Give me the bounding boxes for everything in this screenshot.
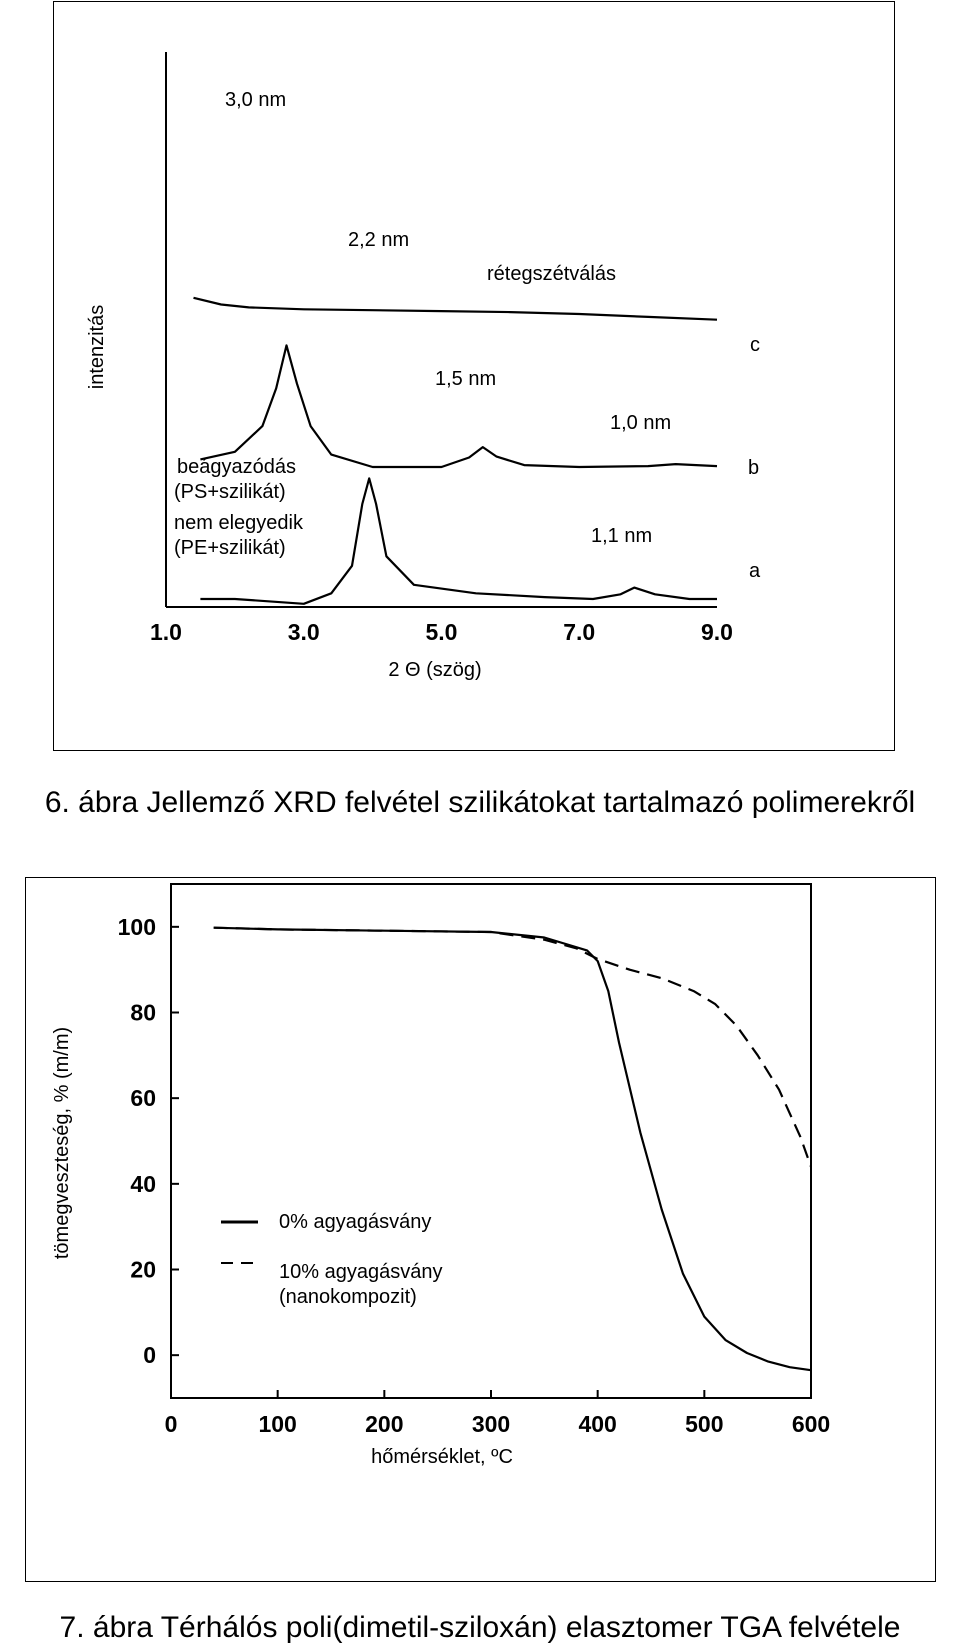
tga-curve-10pct (213, 926, 813, 1168)
annotation-1-0nm: 1,0 nm (610, 412, 671, 434)
annotation-1-5nm: 1,5 nm (435, 368, 496, 390)
xrd-x-label: 2 Θ (szög) (388, 659, 481, 681)
annotation-2-2nm: 2,2 nm (348, 229, 409, 251)
tga-x-tick-label: 200 (365, 1411, 403, 1437)
tga-curve-0pct (213, 926, 812, 1372)
annotation-1-1nm: 1,1 nm (591, 525, 652, 547)
tga-x-ticks: 0 100 200 300 400 500 600 (165, 1390, 830, 1437)
tga-y-label: tömegveszteség, % (m/m) (51, 1027, 73, 1259)
xrd-x-tick-label: 3.0 (288, 619, 320, 645)
tga-y-ticks: 0 20 40 60 80 100 (118, 914, 179, 1368)
tga-y-tick-label: 20 (130, 1257, 156, 1283)
tga-curves (213, 926, 813, 1372)
tga-x-tick-label: 300 (472, 1411, 510, 1437)
legend-label-0pct: 0% agyagásvány (279, 1211, 431, 1233)
xrd-curves (193, 296, 718, 605)
tga-x-tick-label: 100 (258, 1411, 296, 1437)
annotation-immiscible: nem elegyedik (174, 512, 304, 534)
tga-y-tick-label: 0 (143, 1342, 156, 1368)
annotation-delamination: rétegszétválás (487, 263, 616, 285)
tga-x-tick-label: 600 (792, 1411, 830, 1437)
curve-label-b: b (748, 457, 759, 479)
tga-caption: 7. ábra Térhálós poli(dimetil-sziloxán) … (59, 1611, 901, 1644)
tga-x-tick-label: 0 (165, 1411, 178, 1437)
xrd-x-tick-label: 9.0 (701, 619, 733, 645)
tga-y-tick-label: 60 (130, 1085, 156, 1111)
xrd-x-tick-label: 5.0 (426, 619, 458, 645)
xrd-caption: 6. ábra Jellemző XRD felvétel szilikátok… (44, 786, 916, 819)
tga-x-tick-label: 500 (685, 1411, 723, 1437)
tga-chart: 0 20 40 60 80 100 0 100 200 300 400 500 600 tömegve… (51, 883, 830, 1468)
xrd-x-tick-label: 1.0 (150, 619, 182, 645)
xrd-x-ticks: 1.0 3.0 5.0 7.0 9.0 (150, 619, 733, 645)
tga-plot-frame (170, 883, 812, 1399)
xrd-curve-b (200, 344, 718, 469)
tga-y-tick-label: 40 (130, 1171, 156, 1197)
curve-label-c: c (750, 334, 760, 356)
annotation-pe-silicate: (PE+szilikát) (174, 537, 286, 559)
xrd-curve-c (193, 296, 718, 321)
xrd-chart: 1.0 3.0 5.0 7.0 9.0 intenzitás 2 Θ (szög) 3,… (86, 52, 761, 681)
tga-y-tick-label: 80 (130, 1000, 156, 1026)
xrd-figure-panel: 1.0 3.0 5.0 7.0 9.0 intenzitás 2 Θ (szög) 3,… (53, 1, 895, 751)
annotation-intercalation: beágyazódás (177, 456, 296, 478)
xrd-curve-a (200, 477, 717, 605)
legend-label-10pct: 10% agyagásvány (279, 1261, 442, 1283)
legend-label-nanocomposite: (nanokompozit) (279, 1286, 417, 1308)
xrd-y-label: intenzitás (86, 305, 108, 390)
annotation-3nm: 3,0 nm (225, 89, 286, 111)
tga-x-label: hőmérséklet, ºC (371, 1446, 513, 1468)
tga-figure-panel: 0 20 40 60 80 100 0 100 200 300 400 500 600 tömegve… (25, 877, 936, 1582)
annotation-ps-silicate: (PS+szilikát) (174, 481, 286, 503)
tga-x-tick-label: 400 (578, 1411, 616, 1437)
curve-label-a: a (749, 560, 761, 582)
tga-y-tick-label: 100 (118, 914, 156, 940)
xrd-x-tick-label: 7.0 (563, 619, 595, 645)
